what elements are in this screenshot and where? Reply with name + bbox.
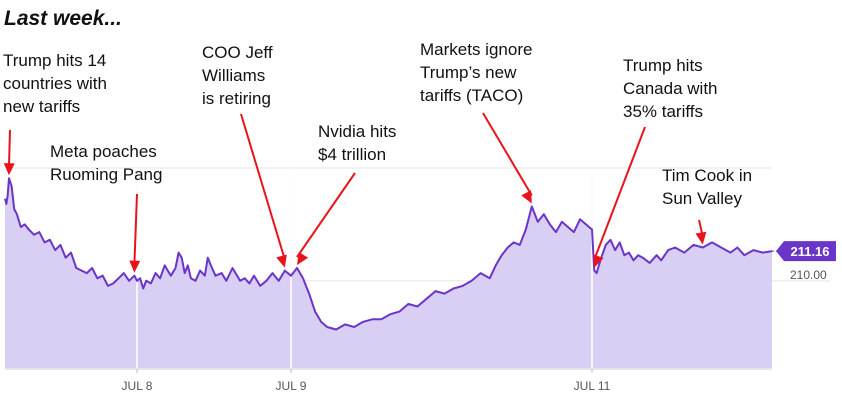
last-price-label: 211.16 xyxy=(790,244,829,259)
annotation-arrow-line xyxy=(240,113,286,260)
annotation-arrowhead xyxy=(3,163,15,176)
annotation-label: 35% tariffs xyxy=(623,102,703,121)
annotation-label: Trump hits 14 xyxy=(3,51,106,70)
x-tick-label: JUL 9 xyxy=(276,379,307,393)
annotations: Trump hits 14 countries with new tariffs Me… xyxy=(3,40,752,273)
annotation-arrowhead xyxy=(521,190,532,204)
annotation-arrow-line xyxy=(133,193,138,265)
annotation-label: Meta poaches xyxy=(50,142,157,161)
y-tick-label: 210.00 xyxy=(790,268,827,282)
annotation-label: Tim Cook in xyxy=(662,166,752,185)
annotation-arrowhead xyxy=(129,260,141,273)
annotation-label: COO Jeff xyxy=(202,43,273,62)
annotation-label: Nvidia hits xyxy=(318,122,396,141)
annotation-arrow-line xyxy=(7,129,11,168)
x-tick-label: JUL 8 xyxy=(122,379,153,393)
annotation-label: is retiring xyxy=(202,89,271,108)
annotation-label: Williams xyxy=(202,66,265,85)
annotation-arrow-line xyxy=(482,112,533,196)
annotation-label: countries with xyxy=(3,74,107,93)
annotation-label: Ruoming Pang xyxy=(50,165,162,184)
series-line xyxy=(4,177,773,331)
annotation-label: $4 trillion xyxy=(318,145,386,164)
x-tick-label: JUL 11 xyxy=(574,379,611,393)
y-axis-ticks: 210.00 xyxy=(790,268,827,282)
last-price-badge: 211.16 xyxy=(772,241,836,262)
annotation-label: Sun Valley xyxy=(662,189,743,208)
annotation-arrowhead xyxy=(276,254,287,268)
series-area-fill xyxy=(5,178,772,368)
annotation-label: Markets ignore xyxy=(420,40,532,59)
x-axis-ticks: JUL 8 JUL 9 JUL 11 xyxy=(122,369,611,393)
annotation-label: Canada with xyxy=(623,79,718,98)
plot-area xyxy=(4,168,773,368)
annotation-arrowhead xyxy=(593,254,604,268)
annotation-label: Trump hits xyxy=(623,56,703,75)
annotation-label: tariffs (TACO) xyxy=(420,86,523,105)
chart-header-title: Last week... xyxy=(4,7,122,30)
annotation-arrowhead xyxy=(297,251,309,265)
annotation-arrowhead xyxy=(695,231,707,245)
annotation-arrow-line xyxy=(296,172,356,258)
annotation-label: Trump’s new xyxy=(420,63,517,82)
annotation-arrow-line xyxy=(593,126,646,260)
last-price-badge-shape xyxy=(776,241,836,262)
annotation-label: new tariffs xyxy=(3,97,80,116)
